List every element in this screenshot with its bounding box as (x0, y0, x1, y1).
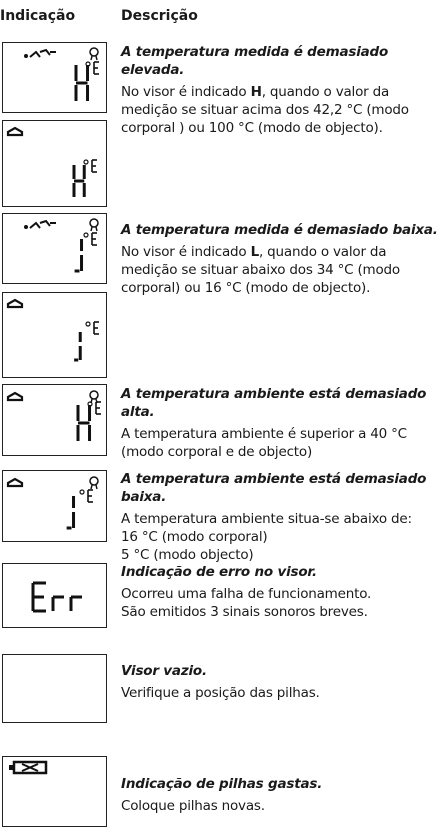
glyph (95, 226, 98, 232)
glyph (95, 55, 98, 61)
glyph (90, 484, 93, 490)
entry-text: No visor é indicado L, quando o valor da (121, 243, 437, 261)
display-box (2, 213, 107, 284)
entry-text: 16 °C (modo corporal) (121, 529, 268, 545)
glyph (79, 489, 85, 495)
entry: Visor vazio. Verifique a posição das pilh… (121, 662, 437, 702)
text-span: , quando o valor da (258, 244, 387, 260)
glyph (89, 218, 99, 228)
entry-text: Coloque pilhas novas. (121, 798, 265, 814)
display-box (2, 756, 107, 827)
entry-text: No visor é indicado H, quando o valor da (121, 83, 437, 101)
display-box (2, 563, 107, 628)
entry: Indicação de pilhas gastas. Coloque pilha… (121, 775, 437, 815)
glyph (6, 298, 24, 309)
entry-text: medição se situar abaixo dos 34 °C (modo (121, 262, 400, 278)
entry-title: A temperatura medida é demasiado (121, 44, 389, 60)
glyph (6, 126, 24, 137)
display-box (2, 120, 107, 207)
glyph (29, 48, 56, 58)
entry: A temperatura medida é demasiado baixa. N… (121, 221, 437, 297)
glyph (90, 55, 93, 61)
entry-title: elevada. (121, 62, 185, 78)
entry-text: medição se situar acima dos 42,2 °C (mod… (121, 102, 409, 118)
entry-title: Indicação de erro no visor. (121, 564, 317, 580)
battery-icon (9, 765, 14, 770)
display-box (2, 384, 107, 456)
entry-text: São emitidos 3 sinais sonoros breves. (121, 604, 368, 620)
glyph (83, 159, 89, 165)
entry-text: (modo corporal e de objecto) (121, 444, 313, 460)
glyph (90, 226, 93, 232)
glyph (21, 763, 39, 772)
bold-symbol: L (250, 244, 260, 260)
bold-symbol: H (250, 84, 262, 100)
entry-title: A temperatura ambiente está demasiado (121, 386, 427, 402)
glyph (87, 401, 93, 407)
entry-title: Indicação de pilhas gastas. (121, 776, 323, 792)
glyph (95, 484, 98, 490)
glyph (85, 321, 91, 327)
glyph (6, 391, 24, 402)
entry-title: Visor vazio. (121, 663, 207, 679)
glyph (89, 390, 99, 400)
entry-text: 5 °C (modo objecto) (121, 547, 254, 563)
glyph (89, 476, 99, 486)
entry-title: alta. (121, 404, 155, 420)
glyph (85, 61, 91, 67)
entry: Indicação de erro no visor. Ocorreu uma f… (121, 563, 437, 621)
entry-text: A temperatura ambiente situa-se abaixo d… (121, 511, 412, 527)
entry-text: Ocorreu uma falha de funcionamento. (121, 586, 372, 602)
text-span: No visor é indicado (121, 84, 251, 100)
display-box (2, 654, 107, 723)
display-box (2, 42, 107, 113)
glyph (24, 54, 28, 58)
text-span: , quando o valor da (261, 84, 390, 100)
entry: A temperatura ambiente está demasiado bai… (121, 470, 437, 564)
entry-title: A temperatura medida é demasiado baixa. (121, 222, 437, 238)
entry: A temperatura medida é demasiado elevada.… (121, 43, 437, 137)
glyph (29, 219, 56, 229)
column-header: Indicação (0, 8, 76, 24)
display-box (2, 470, 107, 542)
glyph (89, 47, 99, 57)
entry-text: Verifique a posição das pilhas. (121, 685, 320, 701)
entry-title: baixa. (121, 489, 167, 505)
display-box (2, 292, 107, 378)
glyph (24, 225, 28, 229)
entry: A temperatura ambiente está demasiado alt… (121, 385, 437, 461)
entry-title: A temperatura ambiente está demasiado (121, 471, 427, 487)
entry-text: corporal) ou 16 °C (modo de objecto). (121, 280, 371, 296)
column-header: Descrição (121, 8, 198, 24)
entry-text: A temperatura ambiente é superior a 40 °… (121, 426, 407, 442)
glyph (6, 477, 24, 488)
entry-text: corporal ) ou 100 °C (modo de objecto). (121, 120, 383, 136)
text-span: No visor é indicado (121, 244, 251, 260)
glyph (83, 232, 89, 238)
